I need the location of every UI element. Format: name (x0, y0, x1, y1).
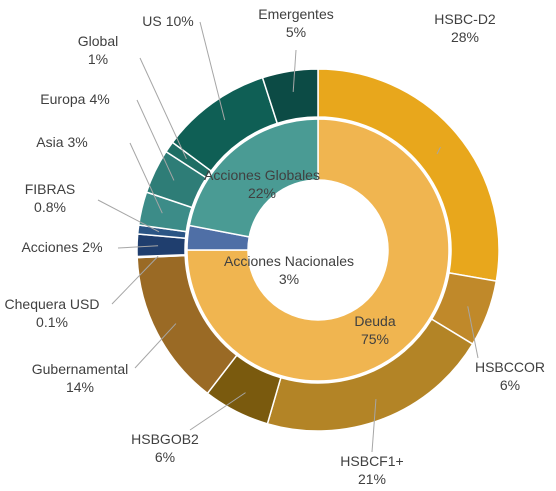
segment-label: Emergentes 5% (258, 6, 333, 40)
donut-segment (188, 118, 319, 238)
category-label: Acciones Globales (204, 167, 320, 183)
leader-line (467, 306, 479, 359)
leader-line (97, 199, 160, 233)
leader-line (436, 146, 441, 155)
value-label: 0.1% (36, 314, 68, 330)
leader-line (189, 392, 246, 431)
segment-label: Gubernamental 14% (32, 361, 129, 395)
category-label: Asia (36, 134, 63, 150)
segment-label: Acciones 2% (21, 239, 102, 255)
value-label: 10% (166, 13, 194, 29)
leader-line (371, 399, 377, 453)
value-label: 4% (89, 91, 109, 107)
segment-label: Deuda 75% (354, 313, 395, 347)
segment-label: HSBCCOR 6% (475, 359, 545, 393)
leader-line (139, 57, 187, 160)
value-label: 75% (361, 331, 389, 347)
donut-segment (261, 68, 319, 125)
leader-line (111, 255, 159, 305)
category-label: Deuda (354, 313, 395, 329)
leader-line (292, 49, 297, 92)
category-label: US (142, 13, 161, 29)
value-label: 0.8% (34, 199, 66, 215)
segment-label: Acciones Globales 22% (204, 167, 320, 201)
value-label: 21% (358, 471, 386, 487)
category-label: HSBGOB2 (131, 431, 199, 447)
value-label: 5% (286, 24, 306, 40)
segment-label: Acciones Nacionales 3% (224, 253, 354, 287)
category-label: Chequera USD (5, 296, 100, 312)
segment-label: FIBRAS 0.8% (25, 181, 76, 215)
value-label: 3% (68, 134, 88, 150)
leader-line (134, 323, 177, 369)
leader-line (129, 142, 163, 214)
segment-label: HSBCF1+ 21% (340, 453, 403, 487)
category-label: HSBC-D2 (434, 11, 496, 27)
donut-segment (186, 118, 450, 382)
segment-label: Europa 4% (40, 91, 109, 107)
value-label: 2% (82, 239, 102, 255)
category-label: Acciones (21, 239, 78, 255)
value-label: 6% (155, 449, 175, 465)
segment-label: US 10% (142, 13, 193, 29)
segment-label: HSBC-D2 28% (434, 11, 496, 45)
category-label: HSBCF1+ (340, 453, 403, 469)
leader-line (136, 99, 175, 181)
value-label: 1% (88, 51, 108, 67)
segment-label: Chequera USD 0.1% (5, 296, 100, 330)
value-label: 6% (500, 377, 520, 393)
category-label: Emergentes (258, 6, 333, 22)
category-label: FIBRAS (25, 181, 76, 197)
category-label: Europa (40, 91, 85, 107)
category-label: HSBCCOR (475, 359, 545, 375)
category-label: Gubernamental (32, 361, 129, 377)
leader-line (117, 245, 159, 249)
value-label: 22% (248, 185, 276, 201)
leader-line (199, 21, 226, 121)
segment-label: HSBGOB2 6% (131, 431, 199, 465)
segment-label: Asia 3% (36, 134, 87, 150)
value-label: 28% (451, 29, 479, 45)
category-label: Acciones Nacionales (224, 253, 354, 269)
value-label: 3% (279, 271, 299, 287)
value-label: 14% (66, 379, 94, 395)
category-label: Global (78, 33, 118, 49)
segment-label: Global 1% (78, 33, 118, 67)
